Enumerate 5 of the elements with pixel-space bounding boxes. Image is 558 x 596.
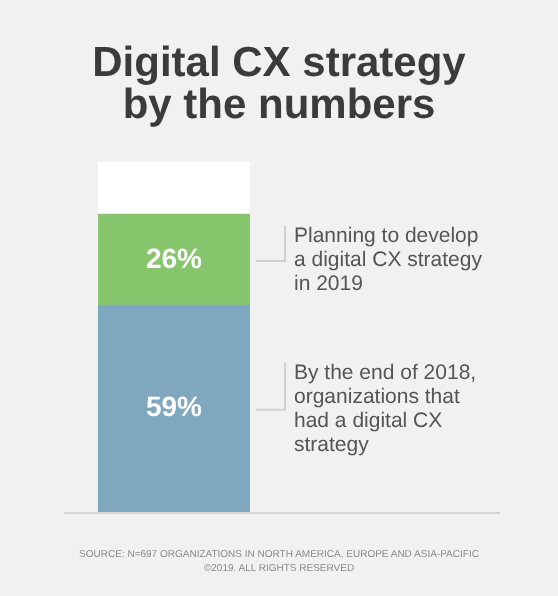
data-label: 26% (145, 241, 204, 274)
chart-title: Digital CX strategy by the numbers (92, 39, 467, 128)
text: By the end of 2018, organizations that had a digital CX strategy (294, 360, 477, 457)
data-label: 59% (145, 390, 204, 423)
text: Planning to develop a digital CX strategy in 2019 (294, 223, 484, 296)
